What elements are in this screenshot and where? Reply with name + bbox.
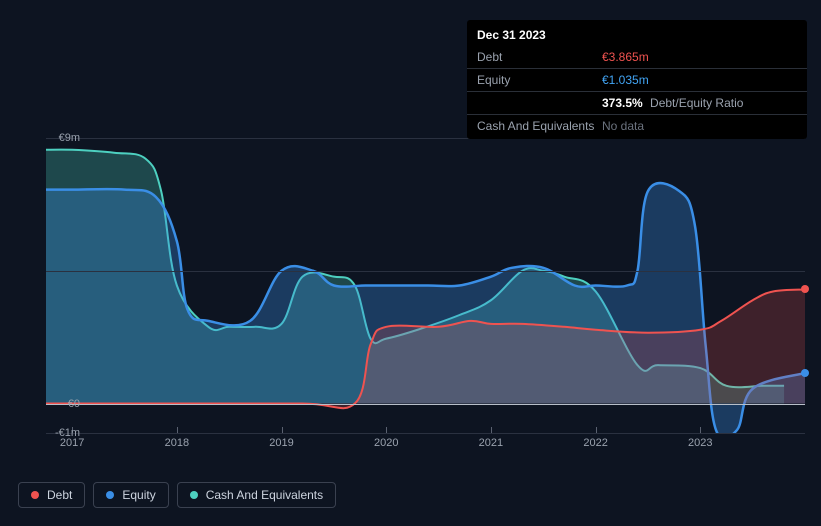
x-axis-label: 2021: [479, 437, 503, 449]
x-axis-label: 2018: [165, 437, 189, 449]
tooltip-label-empty: [477, 96, 602, 110]
tooltip-ratio-pct: 373.5%: [602, 96, 643, 110]
legend-label: Debt: [47, 488, 72, 502]
x-axis: 2017201820192020202120222023: [46, 433, 805, 453]
tooltip-row-cash: Cash And Equivalents No data: [467, 115, 807, 137]
tooltip-label: Cash And Equivalents: [477, 119, 602, 133]
tooltip-row-equity: Equity €1.035m: [467, 69, 807, 92]
x-axis-label: 2023: [688, 437, 712, 449]
chart-legend: Debt Equity Cash And Equivalents: [18, 482, 336, 508]
tooltip-row-debt: Debt €3.865m: [467, 46, 807, 69]
series-end-dot-equity: [801, 369, 809, 377]
legend-dot-icon: [190, 491, 198, 499]
tooltip-date: Dec 31 2023: [467, 22, 807, 46]
legend-item-cash[interactable]: Cash And Equivalents: [177, 482, 336, 508]
x-axis-label: 2020: [374, 437, 398, 449]
tooltip-ratio-label: Debt/Equity Ratio: [650, 96, 743, 110]
tooltip-value-equity: €1.035m: [602, 73, 649, 87]
tooltip-label: Equity: [477, 73, 602, 87]
tooltip-value-debt: €3.865m: [602, 50, 649, 64]
chart-tooltip: Dec 31 2023 Debt €3.865m Equity €1.035m …: [467, 20, 807, 139]
gridline: [46, 271, 805, 272]
x-axis-label: 2019: [269, 437, 293, 449]
tooltip-row-ratio: 373.5% Debt/Equity Ratio: [467, 92, 807, 115]
legend-dot-icon: [31, 491, 39, 499]
chart-plot-area: 2017201820192020202120222023 €9m€0-€1m: [46, 138, 805, 433]
gridline: [46, 433, 805, 434]
tooltip-value-cash: No data: [602, 119, 644, 133]
tooltip-label: Debt: [477, 50, 602, 64]
legend-label: Cash And Equivalents: [206, 488, 323, 502]
series-end-dot-debt: [801, 285, 809, 293]
legend-dot-icon: [106, 491, 114, 499]
y-axis-label: €9m: [46, 132, 86, 144]
gridline: [46, 404, 805, 405]
y-axis-label: -€1m: [46, 427, 86, 439]
legend-item-equity[interactable]: Equity: [93, 482, 168, 508]
legend-item-debt[interactable]: Debt: [18, 482, 85, 508]
debt-equity-chart[interactable]: 2017201820192020202120222023 €9m€0-€1m: [16, 120, 805, 460]
chart-svg: [46, 138, 805, 433]
legend-label: Equity: [122, 488, 155, 502]
y-axis-label: €0: [46, 398, 86, 410]
x-axis-label: 2022: [583, 437, 607, 449]
